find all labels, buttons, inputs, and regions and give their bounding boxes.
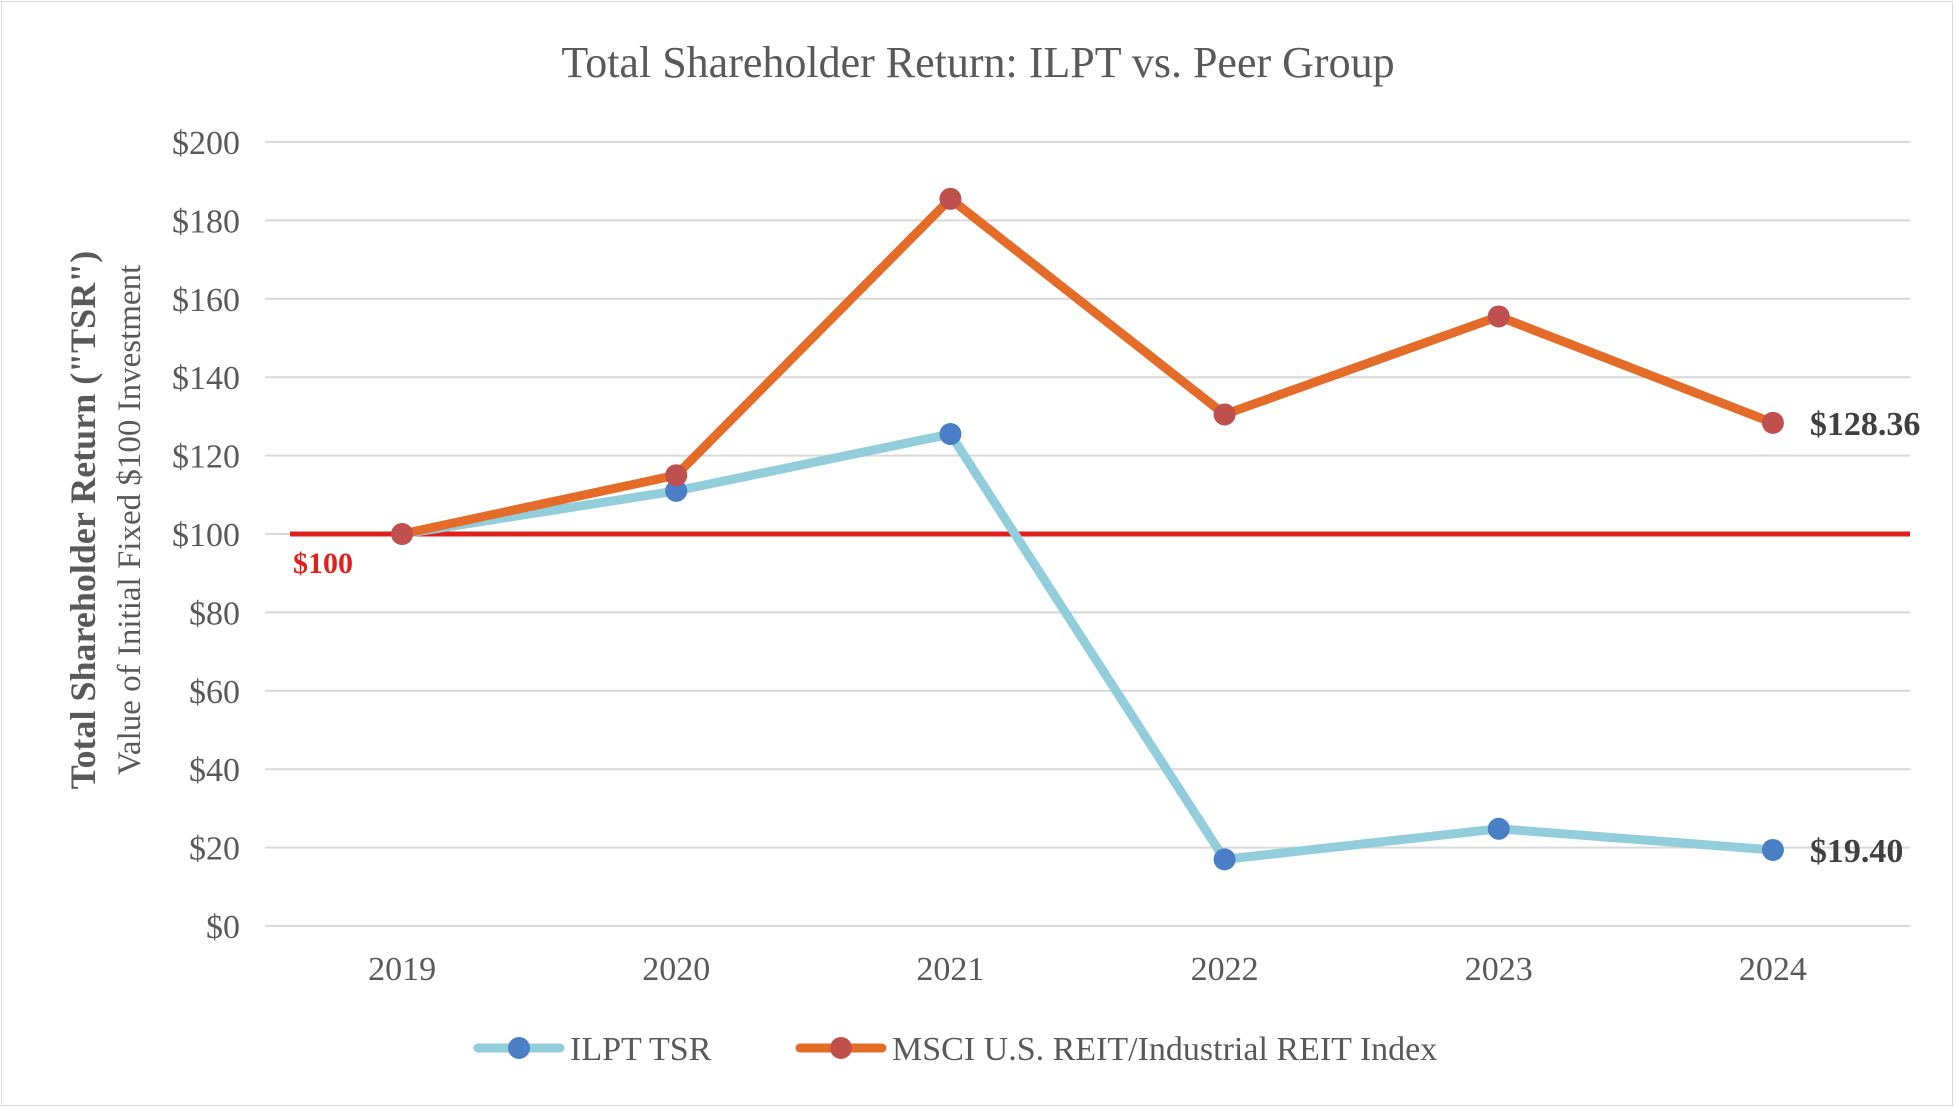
data-point xyxy=(665,464,688,487)
data-point xyxy=(939,423,962,446)
y-tick-label: $200 xyxy=(172,125,240,162)
series-group xyxy=(391,187,1784,871)
data-point xyxy=(1761,411,1784,434)
x-tick-label: 2021 xyxy=(916,951,984,988)
data-point xyxy=(1213,403,1236,426)
series-line xyxy=(397,194,1778,539)
data-point xyxy=(1213,848,1236,871)
data-point xyxy=(391,523,414,545)
y-axis-title-primary: Total Shareholder Return ("TSR") xyxy=(63,251,103,789)
y-axis-title-secondary: Value of Initial Fixed $100 Investment xyxy=(112,265,148,776)
end-value-label: $19.40 xyxy=(1810,833,1904,870)
data-point xyxy=(665,479,688,502)
data-point xyxy=(1487,305,1510,328)
legend-swatch-marker xyxy=(508,1037,530,1059)
end-labels: $19.40 $128.36 xyxy=(1810,406,1921,870)
y-tick-label: $60 xyxy=(189,674,240,711)
x-tick-label: 2022 xyxy=(1191,951,1259,988)
legend-label: MSCI U.S. REIT/Industrial REIT Index xyxy=(892,1031,1437,1068)
legend: ILPT TSR MSCI U.S. REIT/Industrial REIT I… xyxy=(473,1031,1437,1068)
y-tick-label: $160 xyxy=(172,282,240,319)
y-tick-label: $40 xyxy=(189,752,240,789)
x-tick-label: 2023 xyxy=(1465,951,1533,988)
data-point xyxy=(1487,817,1510,840)
y-tick-label: $100 xyxy=(172,517,240,554)
legend-swatch-marker xyxy=(830,1037,852,1059)
y-axis-tick-labels: $0 $20 $40 $60 $80 $100 $120 $140 $160 $180 $200 xyxy=(172,125,240,946)
reference-line-label: $100 xyxy=(293,547,353,580)
y-tick-label: $120 xyxy=(172,439,240,476)
y-tick-label: $140 xyxy=(172,360,240,397)
y-tick-label: $0 xyxy=(206,909,240,946)
x-tick-label: 2024 xyxy=(1739,951,1807,988)
x-tick-label: 2020 xyxy=(642,951,710,988)
chart-title: Total Shareholder Return: ILPT vs. Peer … xyxy=(561,38,1394,87)
end-value-label: $128.36 xyxy=(1810,406,1921,443)
legend-label: ILPT TSR xyxy=(570,1031,712,1068)
x-axis-tick-labels: 2019 2020 2021 2022 2023 2024 xyxy=(368,951,1807,988)
data-point xyxy=(1761,838,1784,861)
y-tick-label: $180 xyxy=(172,203,240,240)
x-tick-label: 2019 xyxy=(368,951,436,988)
y-tick-label: $20 xyxy=(189,831,240,868)
data-point xyxy=(939,187,962,210)
series-line xyxy=(397,429,1778,864)
reference-line-group: $100 xyxy=(290,531,1910,580)
y-tick-label: $80 xyxy=(189,595,240,632)
